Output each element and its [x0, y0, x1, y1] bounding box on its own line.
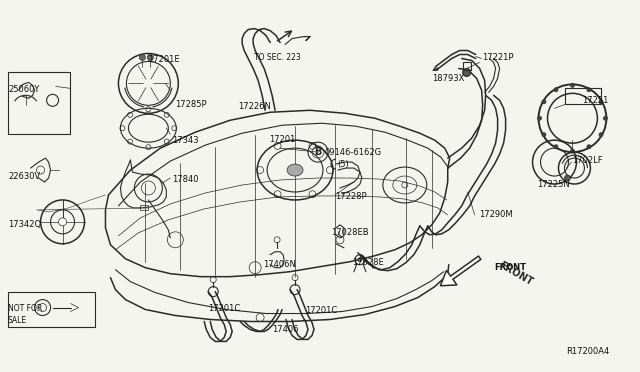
Bar [8, 73, 70, 134]
Text: 17406N: 17406N [263, 260, 296, 269]
Text: 17840: 17840 [172, 175, 199, 184]
Text: 17406: 17406 [272, 326, 299, 334]
Circle shape [587, 145, 591, 149]
Text: FRONT: FRONT [498, 260, 535, 287]
Circle shape [599, 100, 603, 104]
Circle shape [587, 88, 591, 92]
Text: 18793X: 18793X [432, 74, 464, 83]
Text: 17201: 17201 [269, 135, 296, 144]
Text: 17226N: 17226N [238, 102, 271, 111]
Text: 17028EB: 17028EB [331, 228, 369, 237]
Text: 17343: 17343 [172, 136, 199, 145]
Text: B: B [314, 147, 322, 157]
Circle shape [140, 54, 145, 61]
Bar [140, 205, 148, 210]
Text: 17251: 17251 [582, 96, 609, 105]
Circle shape [542, 133, 546, 137]
Text: 1702LF: 1702LF [572, 156, 603, 165]
Text: SALE: SALE [8, 315, 27, 324]
Circle shape [463, 68, 470, 76]
Circle shape [542, 100, 546, 104]
FancyArrow shape [440, 256, 481, 286]
Text: 17028E: 17028E [352, 258, 384, 267]
Text: 25060Y: 25060Y [9, 86, 40, 94]
Text: FRONT: FRONT [495, 263, 527, 272]
Circle shape [59, 218, 67, 226]
Text: 17221P: 17221P [482, 52, 513, 61]
Bar [463, 62, 470, 70]
Circle shape [570, 149, 575, 153]
Circle shape [599, 133, 603, 137]
Circle shape [564, 175, 570, 181]
Circle shape [570, 83, 575, 87]
Circle shape [604, 116, 607, 120]
Ellipse shape [287, 164, 303, 176]
Bar [566, 89, 602, 104]
Circle shape [358, 258, 362, 262]
Text: 17290M: 17290M [479, 210, 512, 219]
Text: (5): (5) [337, 160, 349, 169]
Text: 17201E: 17201E [148, 55, 180, 64]
Text: 17342Q: 17342Q [8, 220, 41, 229]
Circle shape [554, 88, 558, 92]
Text: 09146-6162G: 09146-6162G [325, 148, 382, 157]
Text: NOT FOR: NOT FOR [8, 304, 42, 312]
Text: 17201C: 17201C [208, 304, 241, 312]
Text: 17228P: 17228P [335, 192, 367, 201]
Text: 17201C: 17201C [305, 305, 337, 315]
Text: R17200A4: R17200A4 [566, 347, 610, 356]
Bar [8, 292, 95, 327]
Text: 17225N: 17225N [538, 180, 570, 189]
Circle shape [538, 116, 541, 120]
Circle shape [147, 54, 154, 61]
Circle shape [554, 145, 558, 149]
Text: TO SEC. 223: TO SEC. 223 [254, 52, 301, 61]
Text: 17285P: 17285P [175, 100, 207, 109]
Text: 22630V: 22630V [9, 172, 41, 181]
